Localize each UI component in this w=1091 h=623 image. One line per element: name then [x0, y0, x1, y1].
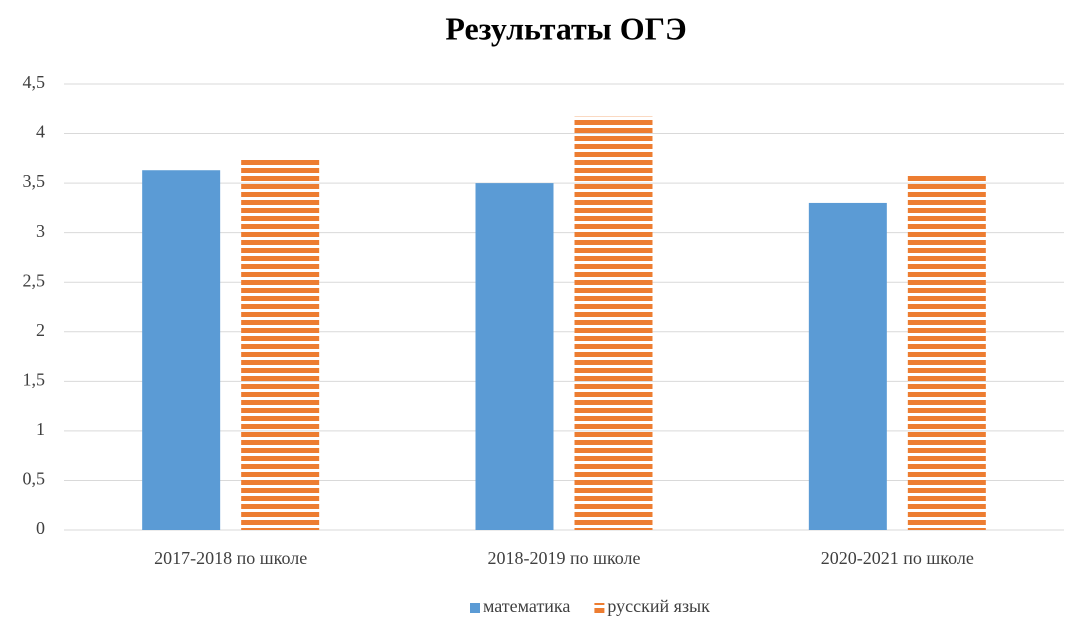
bar	[142, 170, 221, 530]
y-tick-label: 1	[36, 419, 45, 439]
y-tick-label: 1,5	[23, 369, 46, 389]
legend-label: математика	[483, 596, 570, 616]
legend-label: русский язык	[607, 596, 710, 616]
y-tick-label: 3,5	[23, 171, 46, 191]
y-tick-label: 2,5	[23, 270, 46, 290]
y-tick-label: 4,5	[23, 72, 46, 92]
chart-title: Результаты ОГЭ	[445, 10, 686, 46]
bar	[574, 116, 653, 530]
y-tick-label: 4	[36, 122, 45, 142]
x-tick-label: 2018-2019 по школе	[487, 548, 640, 568]
legend-swatch	[470, 603, 480, 613]
y-tick-label: 0	[36, 518, 45, 538]
bar	[907, 173, 986, 530]
y-tick-label: 3	[36, 221, 45, 241]
bar	[241, 159, 320, 530]
x-tick-label: 2020-2021 по школе	[821, 548, 974, 568]
bar	[475, 183, 554, 530]
y-tick-label: 2	[36, 320, 45, 340]
legend-swatch	[594, 603, 605, 613]
bar	[808, 202, 887, 530]
x-tick-label: 2017-2018 по школе	[154, 548, 307, 568]
y-tick-label: 0,5	[23, 469, 46, 489]
